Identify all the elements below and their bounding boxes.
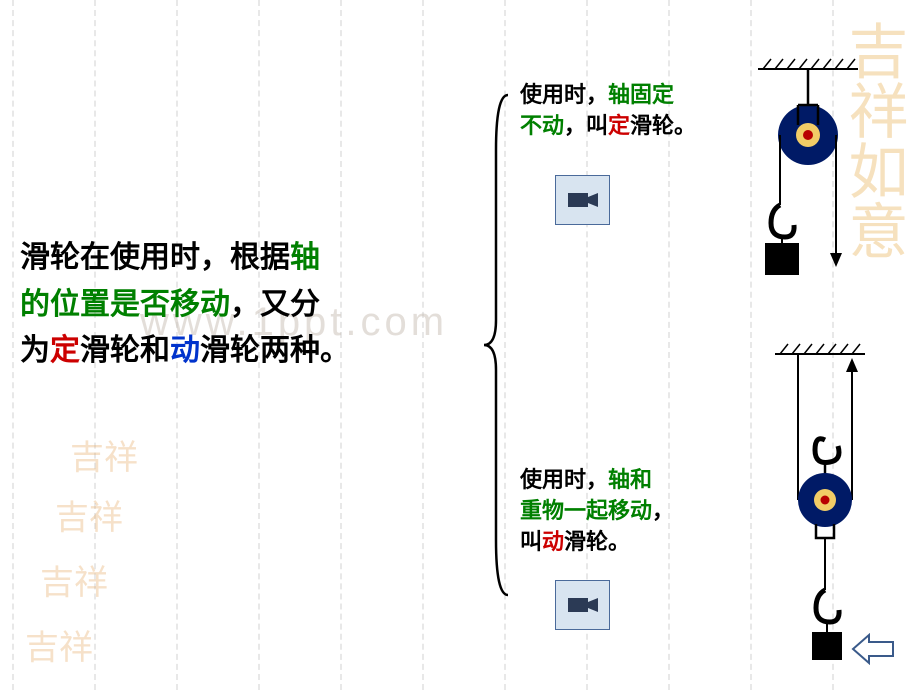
video-button-moving[interactable] (555, 580, 610, 630)
text-axis: 轴 (290, 241, 320, 274)
text: 定 (608, 113, 630, 138)
watermark-stamp: 吉祥 (55, 490, 123, 539)
gridline (12, 0, 14, 690)
text: 使用时， (520, 82, 608, 107)
fixed-pulley-caption: 使用时，轴固定 不动，叫定滑轮。 (520, 80, 696, 142)
moving-pulley-diagram (770, 340, 910, 680)
moving-pulley-caption: 使用时，轴和 重物一起移动， 叫动滑轮。 (520, 465, 674, 557)
text: 轴和 (608, 467, 652, 492)
curly-brace (480, 90, 510, 600)
text: 为 (20, 334, 50, 367)
text: 重物一起移动 (520, 498, 652, 523)
watermark-stamp: 吉祥 (25, 620, 93, 669)
text: 动 (542, 529, 564, 554)
text: 滑轮和 (80, 334, 170, 367)
text: 滑轮两种。 (200, 334, 350, 367)
watermark-stamp: 吉祥 (40, 555, 108, 604)
text: ，又分 (230, 288, 320, 321)
text: 不动 (520, 113, 564, 138)
gridline (422, 0, 424, 690)
text-fixed: 定 (50, 334, 80, 367)
text: ，叫 (564, 113, 608, 138)
video-button-fixed[interactable] (555, 175, 610, 225)
text: 的位置是否移动 (20, 288, 230, 321)
watermark-stamp: 吉祥 (70, 430, 138, 479)
text: 叫 (520, 529, 542, 554)
camera-icon (566, 594, 600, 616)
main-description: 滑轮在使用时，根据轴 的位置是否移动，又分 为定滑轮和动滑轮两种。 (20, 235, 350, 375)
fixed-pulley-diagram (743, 55, 903, 295)
text: 滑轮。 (630, 113, 696, 138)
text: 滑轮在使用时，根据 (20, 241, 290, 274)
text: 轴固定 (608, 82, 674, 107)
text: ， (652, 498, 674, 523)
text: 使用时， (520, 467, 608, 492)
camera-icon (566, 189, 600, 211)
text-moving: 动 (170, 334, 200, 367)
text: 滑轮。 (564, 529, 630, 554)
back-arrow-button[interactable] (851, 633, 895, 665)
